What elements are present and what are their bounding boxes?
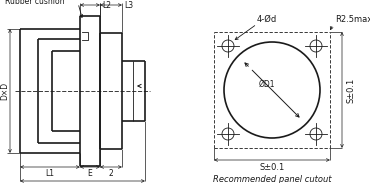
Text: E: E: [88, 169, 92, 178]
Text: 4-Ød: 4-Ød: [257, 14, 277, 23]
Text: ØD1: ØD1: [258, 80, 275, 89]
Text: L3: L3: [124, 1, 133, 10]
Text: L1: L1: [46, 169, 54, 178]
Text: Rubber cushion: Rubber cushion: [5, 0, 64, 7]
Text: S±0.1: S±0.1: [259, 163, 285, 173]
Text: S±0.1: S±0.1: [346, 77, 355, 103]
Text: D×D: D×D: [0, 82, 10, 100]
Text: R2.5max: R2.5max: [335, 14, 370, 23]
Text: 2: 2: [109, 169, 113, 178]
Text: Recommended panel cutout: Recommended panel cutout: [213, 175, 331, 183]
Text: L2: L2: [102, 1, 111, 10]
